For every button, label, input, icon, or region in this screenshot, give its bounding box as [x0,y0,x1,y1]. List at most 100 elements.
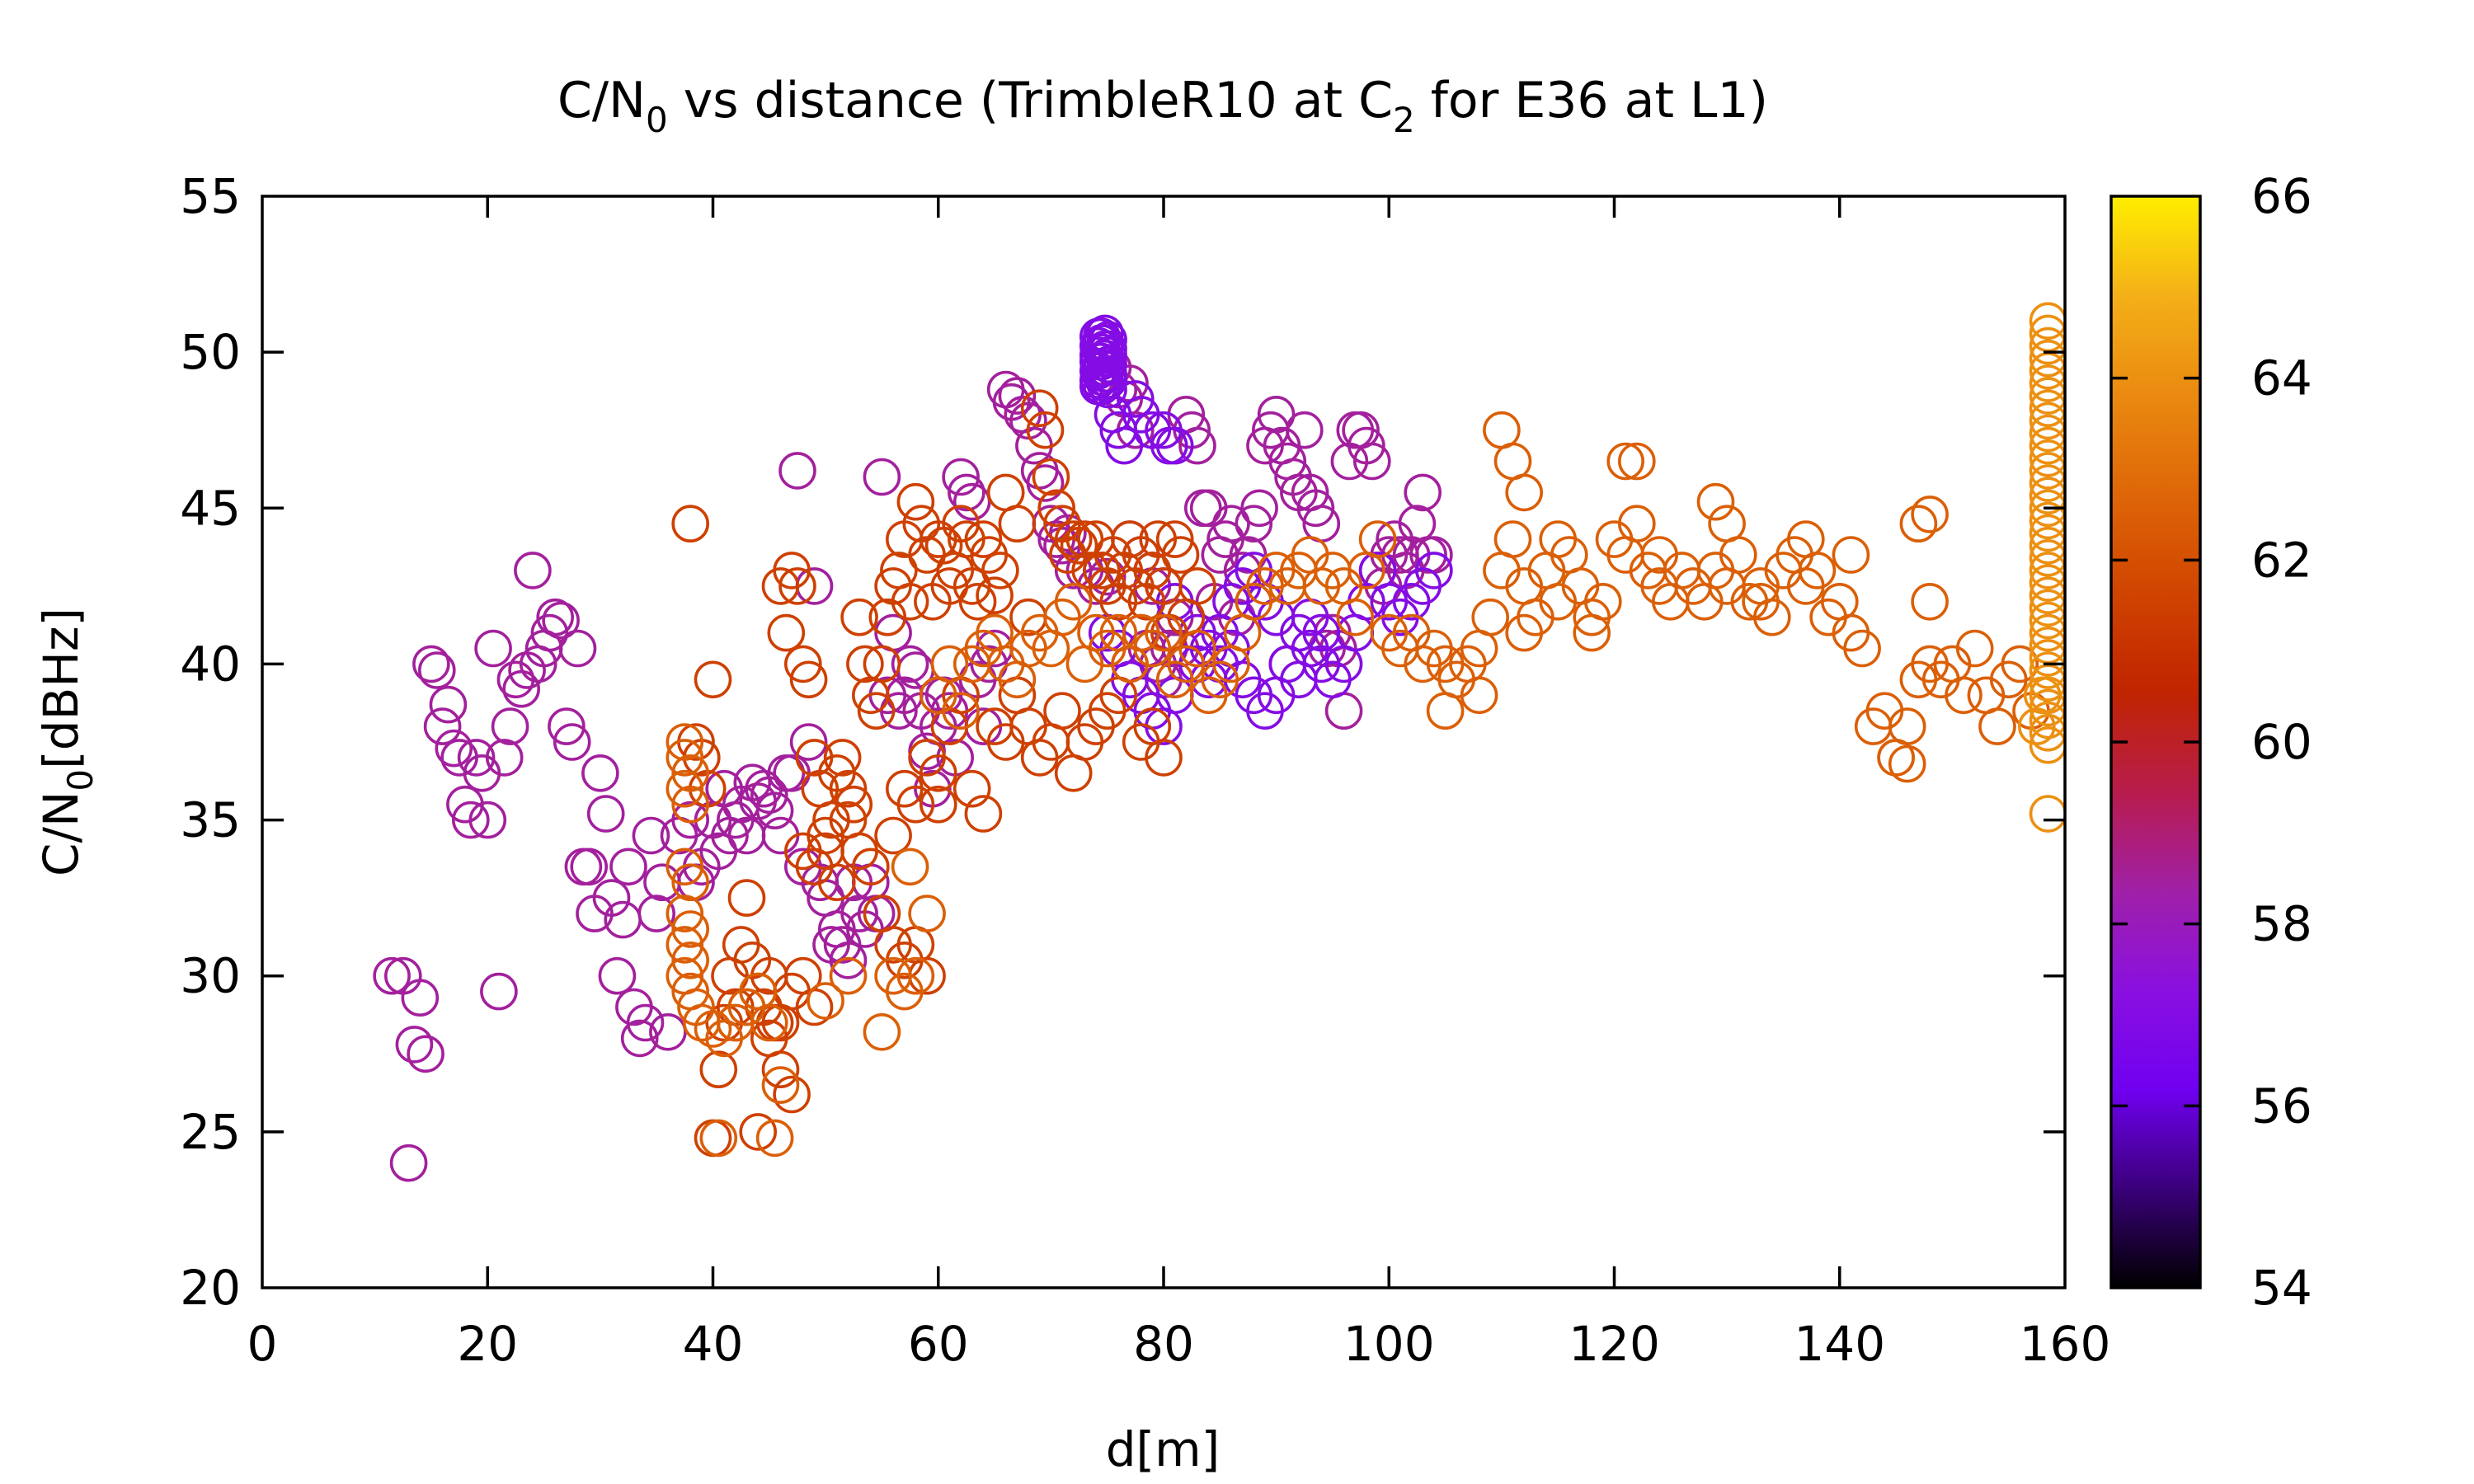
data-point [1145,739,1183,777]
data-point [1077,707,1115,745]
y-tick-label: 55 [180,168,241,224]
data-point [2029,464,2065,502]
data-point [1111,660,1149,699]
data-point [823,739,862,777]
data-point [671,863,710,901]
data-point [2029,539,2065,577]
chart-title-suffix: for E36 at L1) [1415,72,1768,129]
data-point [1787,567,1825,605]
data-point [429,685,468,724]
y-tick-label: 35 [180,792,241,848]
data-point [1032,629,1070,668]
x-axis: 0 20 40 60 80 100 120 140 160 [247,196,2110,1372]
data-point [2029,364,2065,402]
data-point [1539,520,1577,558]
data-point [773,1075,811,1114]
data-point [722,926,760,964]
data-point [666,739,704,777]
data-point [1539,582,1577,621]
data-point [964,520,1003,558]
colorbar-tick-label: 58 [2251,896,2312,952]
data-point [755,1119,794,1158]
data-point [896,785,935,824]
data-point [1280,552,1318,589]
data-point [1065,520,1104,558]
data-point [1054,582,1093,621]
data-point [1054,754,1093,792]
data-point [952,482,991,521]
data-point [480,972,518,1011]
data-point [1483,411,1521,449]
y-tick-label: 30 [180,948,241,1004]
data-point [773,552,811,589]
data-point [2029,564,2065,602]
data-point [666,926,704,964]
data-point [2029,601,2065,640]
data-point [1426,692,1465,730]
data-point [896,956,935,995]
data-point [1235,505,1273,543]
data-point [423,707,462,745]
data-point [727,879,766,917]
x-tick-label: 120 [1569,1316,1660,1372]
data-point [846,645,884,683]
data-point [761,1050,800,1088]
data-point [2029,439,2065,477]
data-point [1212,505,1250,543]
data-point [1618,442,1656,481]
data-point [2029,552,2065,589]
data-point [514,552,552,589]
data-point [389,1144,428,1182]
data-point [598,956,637,995]
data-point [863,645,901,683]
data-point [1696,482,1735,521]
y-tick-label: 20 [180,1260,241,1316]
data-point [891,848,929,886]
x-tick-label: 60 [908,1316,969,1372]
data-point [1460,676,1498,715]
data-point [401,979,440,1017]
data-point [373,956,411,995]
colorbar-tick-label: 62 [2251,532,2312,588]
data-point [2029,713,2065,752]
data-point [615,988,653,1026]
data-point [1314,660,1352,699]
data-point [1978,707,2016,745]
data-point [2029,651,2065,689]
data-point [2029,339,2065,378]
data-point [1178,426,1216,465]
data-point [666,769,704,808]
data-point [666,723,704,761]
data-point [2029,389,2065,427]
data-point [998,660,1037,699]
data-point [1945,676,1982,715]
data-point [1348,426,1385,465]
data-points [373,302,2065,1182]
data-point [609,848,647,886]
data-point [1060,526,1098,565]
data-point [485,739,524,777]
data-point [1178,567,1216,605]
data-point [671,785,710,824]
data-point [502,669,541,708]
data-point [1353,442,1391,481]
data-point [536,598,575,636]
chart-title-sub2: 2 [1393,100,1415,140]
data-point [2029,489,2065,528]
data-point [829,942,868,979]
data-point [1449,645,1487,683]
data-point [1117,380,1155,418]
data-point [1105,426,1143,465]
data-point [920,754,957,792]
series-3 [666,411,2050,1158]
x-tick-label: 0 [247,1316,278,1372]
data-point [976,576,1014,615]
data-point [435,729,473,768]
x-tick-label: 140 [1794,1316,1885,1372]
data-point [1606,442,1644,481]
data-point [750,1003,788,1042]
data-point [942,458,980,496]
data-point [671,801,710,839]
data-point [952,567,991,605]
data-point [863,458,901,496]
